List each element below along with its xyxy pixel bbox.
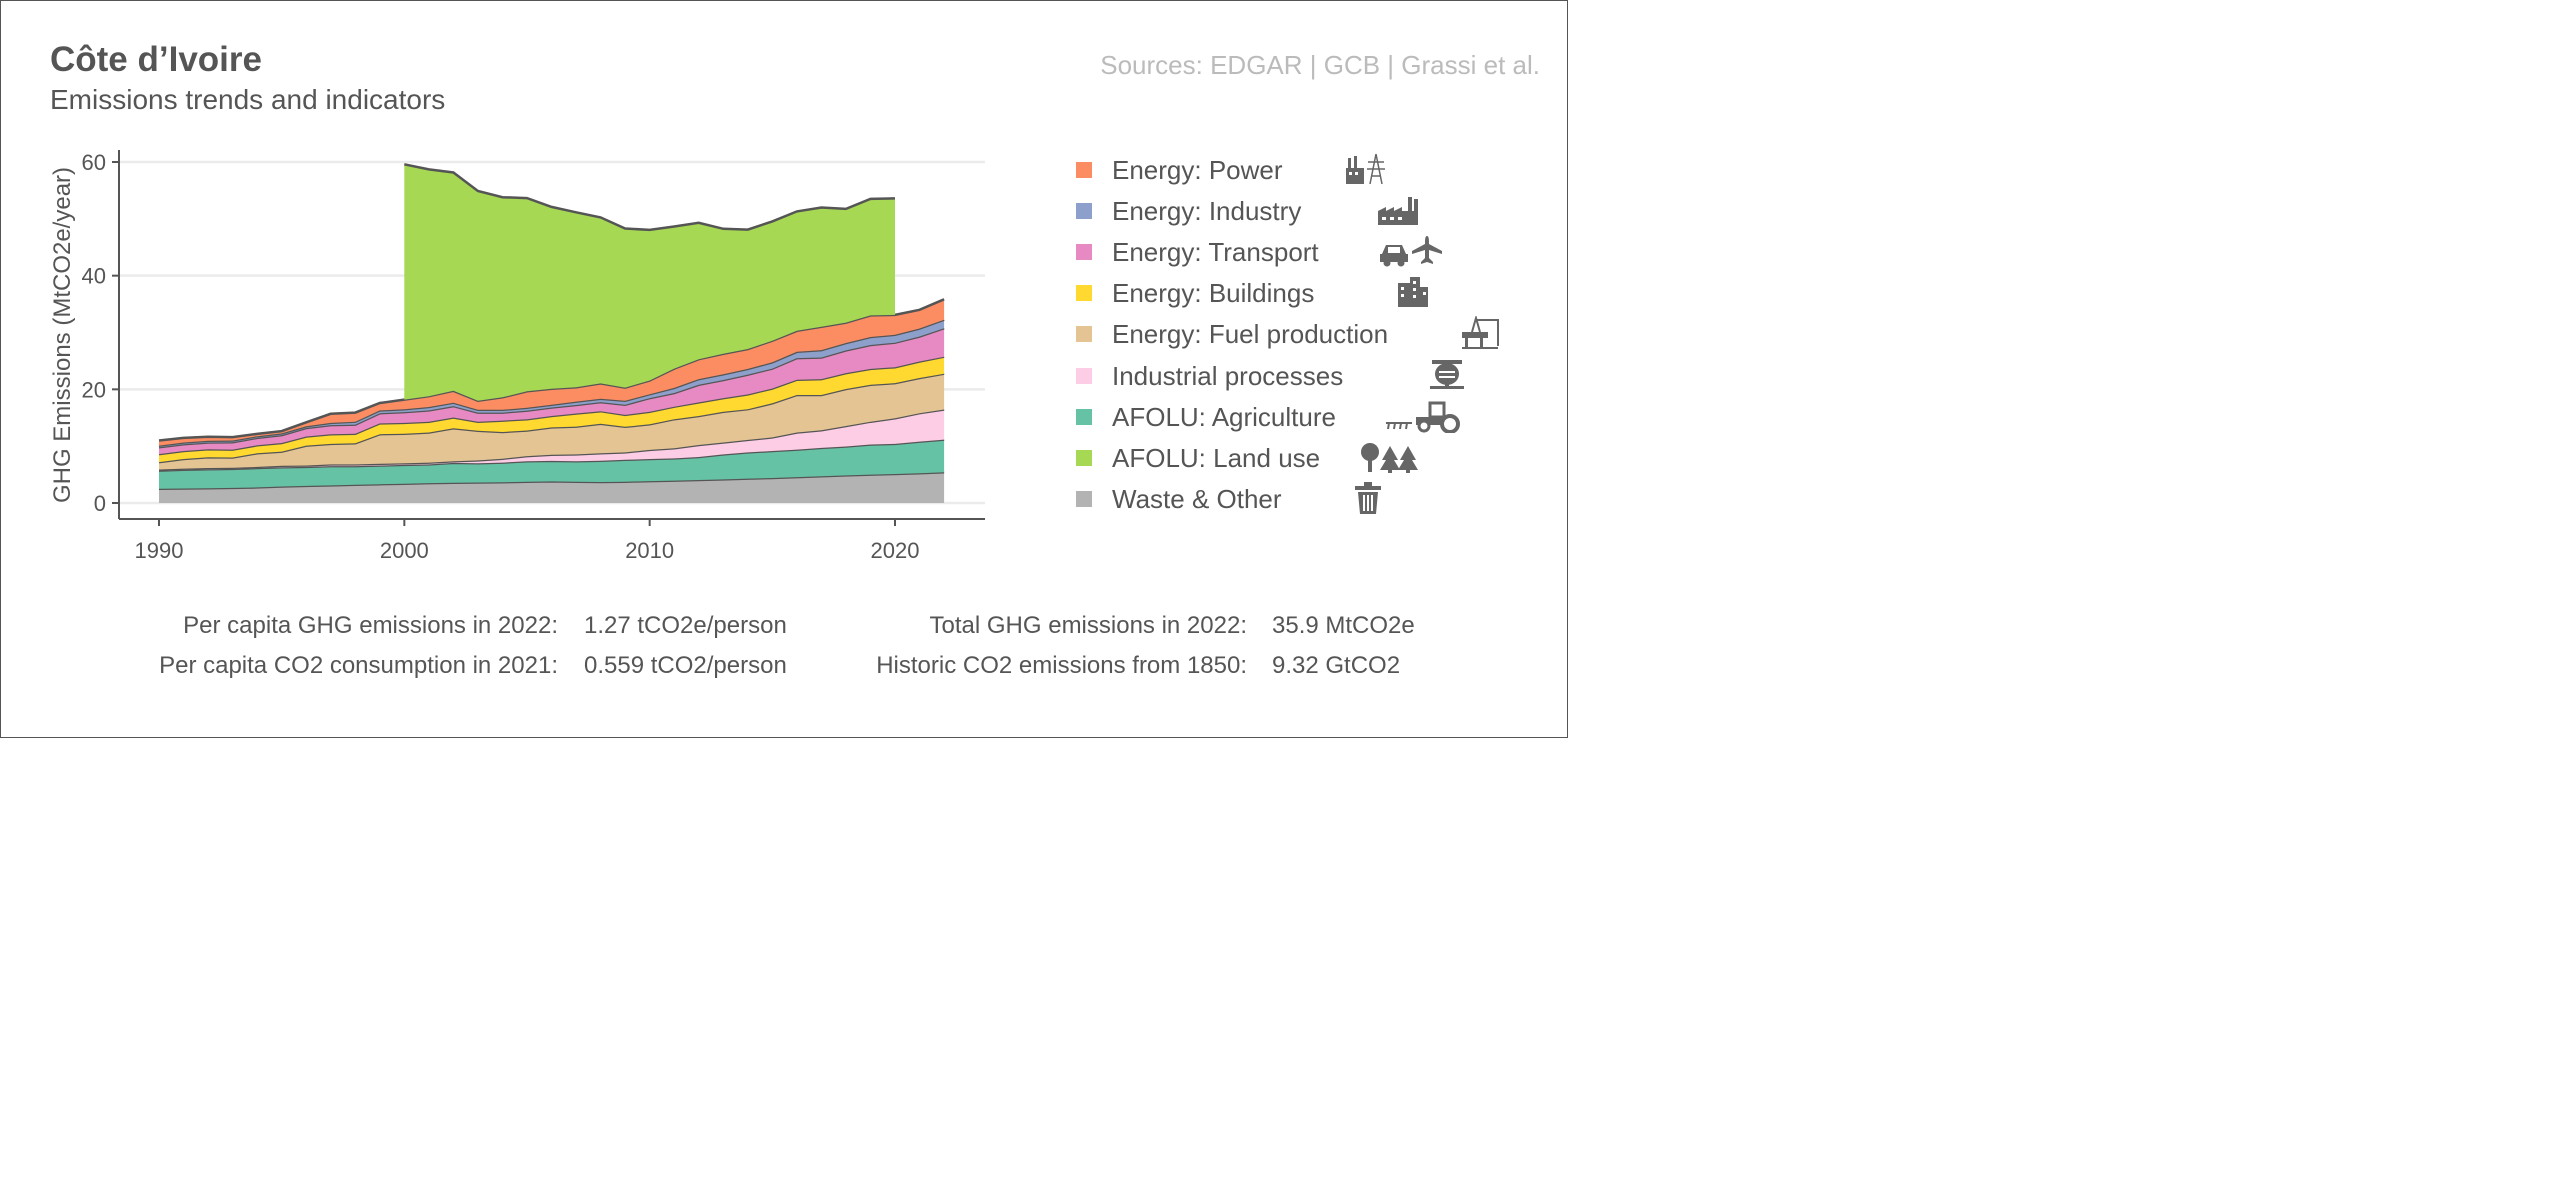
legend-item-landuse: AFOLU: Land use xyxy=(1076,443,1320,473)
page-title: Côte d’Ivoire xyxy=(50,40,262,79)
legend-item-power: Energy: Power xyxy=(1076,155,1283,185)
y-tick-label: 20 xyxy=(82,377,106,402)
legend-label: Energy: Buildings xyxy=(1112,277,1315,308)
cement-mixer-icon xyxy=(1430,358,1466,397)
emissions-area-chart: 0 20 40 60 1990 2000 2010 2020 GHG Emissions (M… xyxy=(49,150,985,563)
legend-swatch xyxy=(1076,162,1092,178)
legend-swatch xyxy=(1076,409,1092,425)
area-waste xyxy=(159,472,945,503)
legend-label: AFOLU: Agriculture xyxy=(1112,401,1336,432)
legend-swatch xyxy=(1076,491,1092,507)
total-ghg-label: Total GHG emissions in 2022: xyxy=(929,612,1247,639)
legend-item-agriculture: AFOLU: Agriculture xyxy=(1076,402,1336,432)
per-capita-co2-label: Per capita CO2 consumption in 2021: xyxy=(159,652,558,679)
outline-landuse xyxy=(404,163,896,232)
legend-item-buildings: Energy: Buildings xyxy=(1076,278,1314,308)
total-ghg-value: 35.9 MtCO2e xyxy=(1272,612,1415,639)
page-subtitle: Emissions trends and indicators xyxy=(50,84,446,115)
legend-label: Energy: Power xyxy=(1112,154,1283,185)
trees-icon xyxy=(1360,440,1422,479)
legend-swatch xyxy=(1076,285,1092,301)
legend-item-industry: Energy: Industry xyxy=(1076,196,1301,226)
legend-item-transport: Energy: Transport xyxy=(1076,237,1319,267)
legend-swatch xyxy=(1076,203,1092,219)
car-plane-icon xyxy=(1380,234,1446,273)
per-capita-co2-value: 0.559 tCO2/person xyxy=(584,652,787,679)
buildings-icon xyxy=(1396,275,1430,314)
trash-icon xyxy=(1354,481,1382,520)
tractor-icon xyxy=(1386,399,1460,438)
legend-item-fuel: Energy: Fuel production xyxy=(1076,319,1388,349)
x-tick-label: 2000 xyxy=(380,538,429,563)
historic-co2-value: 9.32 GtCO2 xyxy=(1272,652,1401,679)
y-tick-label: 0 xyxy=(94,491,106,516)
legend-label: AFOLU: Land use xyxy=(1112,442,1321,473)
series-areas xyxy=(158,163,945,503)
area-industrial xyxy=(159,409,945,471)
sources-note: Sources: EDGAR | GCB | Grassi et al. xyxy=(1100,50,1540,80)
legend-swatch xyxy=(1076,368,1092,384)
legend-label: Waste & Other xyxy=(1112,483,1282,514)
historic-co2-label: Historic CO2 emissions from 1850: xyxy=(876,652,1247,679)
power-plant-icon xyxy=(1346,152,1390,191)
legend-swatch xyxy=(1076,244,1092,260)
axes: 0 20 40 60 1990 2000 2010 2020 xyxy=(82,150,985,563)
chart-frame xyxy=(0,0,1568,738)
legend-label: Energy: Transport xyxy=(1112,236,1319,267)
legend-swatch xyxy=(1076,326,1092,342)
area-buildings xyxy=(159,356,945,463)
area-landuse xyxy=(404,164,895,401)
legend-item-industrial: Industrial processes xyxy=(1076,361,1343,391)
y-tick-label: 60 xyxy=(82,150,106,175)
legend-label: Industrial processes xyxy=(1112,360,1344,391)
area-agriculture xyxy=(159,439,945,489)
y-axis-label: GHG Emissions (MtCO2e/year) xyxy=(49,167,76,503)
oil-rig-icon xyxy=(1462,314,1502,355)
y-tick-label: 40 xyxy=(82,264,106,289)
legend-label: Energy: Industry xyxy=(1112,195,1302,226)
legend-swatch xyxy=(1076,450,1092,466)
per-capita-ghg-label: Per capita GHG emissions in 2022: xyxy=(183,612,558,639)
legend-label: Energy: Fuel production xyxy=(1112,318,1389,349)
x-tick-label: 2010 xyxy=(625,538,674,563)
per-capita-ghg-value: 1.27 tCO2e/person xyxy=(584,612,787,639)
legend-item-waste: Waste & Other xyxy=(1076,484,1282,514)
x-tick-label: 1990 xyxy=(135,538,184,563)
area-fuel xyxy=(159,373,945,470)
factory-icon xyxy=(1378,193,1424,232)
x-tick-label: 2020 xyxy=(871,538,920,563)
